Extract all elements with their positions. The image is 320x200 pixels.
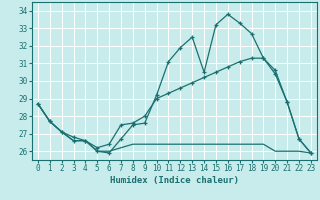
X-axis label: Humidex (Indice chaleur): Humidex (Indice chaleur) [110,176,239,185]
